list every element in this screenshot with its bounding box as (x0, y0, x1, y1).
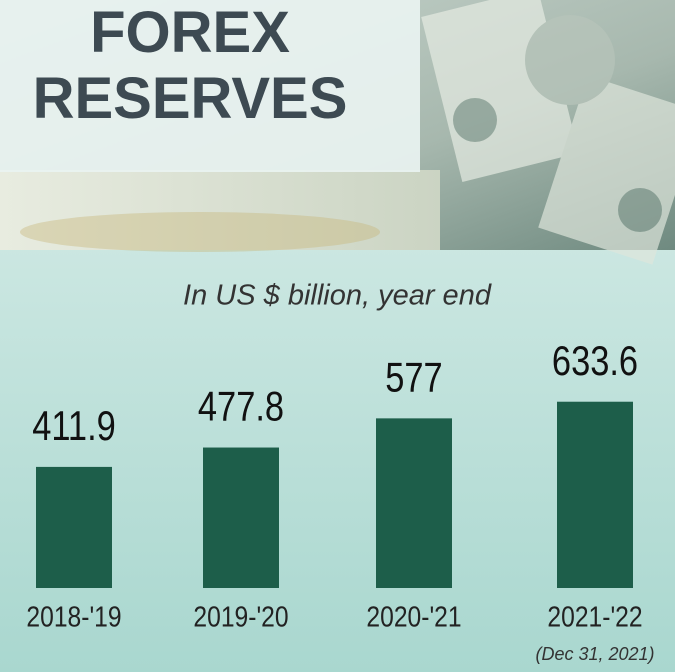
x-tick-label: 2018-'19 (26, 601, 121, 633)
value-label: 633.6 (552, 338, 638, 385)
x-tick-label: 2020-'21 (366, 601, 461, 633)
title-panel (0, 0, 420, 172)
chart-subtitle: In US $ billion, year end (183, 280, 492, 312)
value-label: 477.8 (198, 383, 284, 430)
x-tick-label: 2021-'22 (547, 601, 642, 633)
value-label: 577 (385, 354, 442, 401)
annotation: (Dec 31, 2021) (535, 644, 654, 664)
x-tick-label: 2019-'20 (193, 601, 288, 633)
value-label: 411.9 (32, 403, 116, 450)
bar (376, 418, 452, 588)
title-box: FOREX RESERVES (32, 0, 348, 131)
bar (557, 401, 633, 588)
chart-title: FOREX RESERVES (32, 0, 348, 131)
bar (203, 447, 279, 588)
banknote-decoration (20, 0, 675, 265)
banknote (0, 170, 440, 250)
bar (36, 466, 112, 588)
